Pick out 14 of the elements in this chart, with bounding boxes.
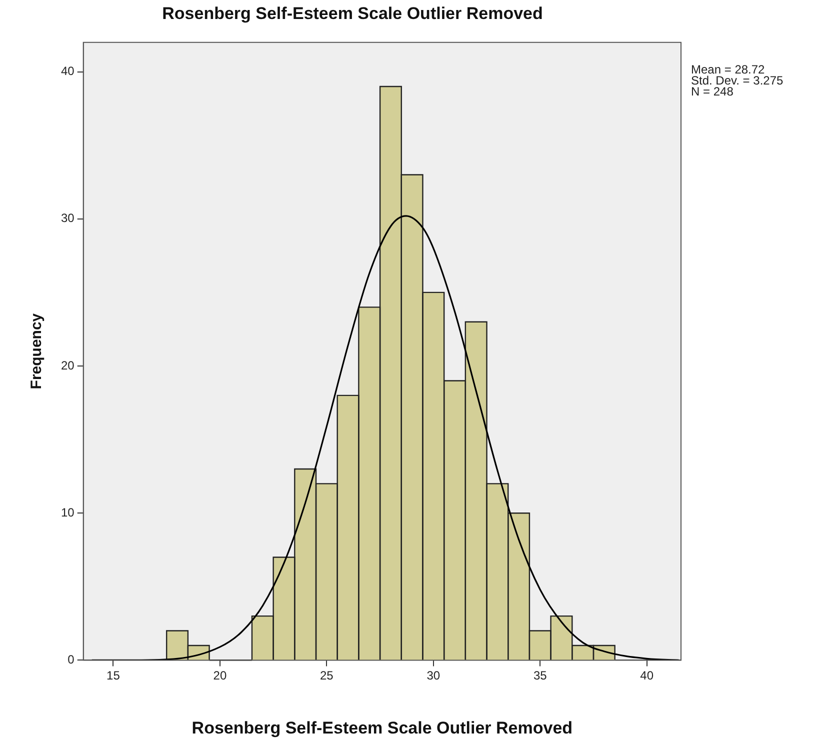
y-tick-label: 20 bbox=[60, 358, 75, 372]
x-tick-label: 40 bbox=[640, 668, 654, 683]
y-tick-label: 30 bbox=[60, 211, 75, 226]
x-tick-label: 25 bbox=[320, 668, 334, 683]
x-tick-label: 35 bbox=[533, 668, 548, 683]
x-axis-title: Rosenberg Self-Esteem Scale Outlier Removed bbox=[192, 718, 573, 738]
x-tick-label: 20 bbox=[213, 668, 227, 683]
x-tick-label: 15 bbox=[106, 668, 120, 683]
y-tick-label: 40 bbox=[60, 64, 75, 78]
y-tick-label: 0 bbox=[68, 652, 75, 667]
chart-title: Rosenberg Self-Esteem Scale Outlier Removed bbox=[162, 4, 543, 23]
y-tick-label: 10 bbox=[60, 505, 75, 520]
y-axis-title: Frequency bbox=[28, 312, 46, 390]
x-tick-label: 30 bbox=[426, 668, 440, 683]
